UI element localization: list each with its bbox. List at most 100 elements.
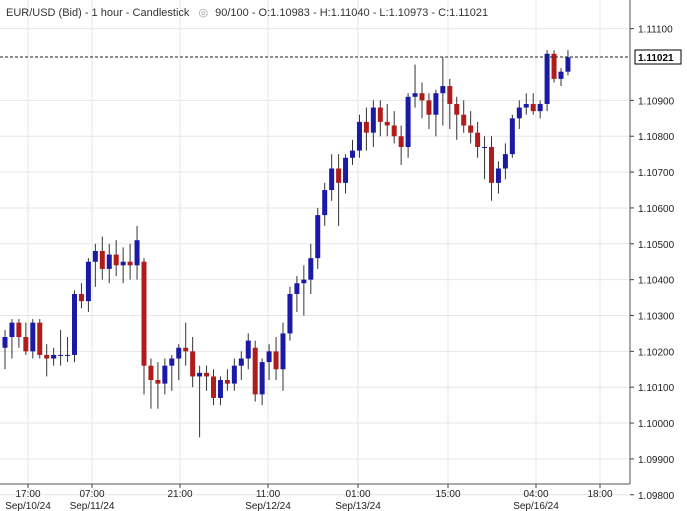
candle-down: [224, 369, 230, 391]
candle-body: [252, 347, 258, 395]
candle-up: [30, 319, 36, 359]
candle-down: [475, 121, 481, 158]
candle-up: [176, 344, 182, 381]
candle-down: [454, 96, 460, 140]
candle-up: [509, 114, 515, 158]
candle-down: [398, 125, 404, 165]
eye-icon[interactable]: ◎: [198, 7, 209, 19]
candle-body: [211, 376, 216, 398]
candle-body: [245, 340, 251, 359]
y-tick-label: 1.10000: [638, 419, 675, 430]
candle-up: [523, 93, 529, 115]
candle-down: [363, 107, 369, 151]
candle-down: [44, 344, 50, 377]
candle-up: [231, 358, 237, 391]
chart-title: EUR/USD (Bid) - 1 hour - Candlestick: [6, 7, 190, 19]
candle-down: [489, 136, 494, 201]
y-tick-label: 1.10600: [638, 204, 675, 215]
candle-body: [363, 121, 369, 133]
grid-layer: [0, 0, 630, 496]
candle-body: [183, 347, 189, 352]
candles-layer: [2, 50, 571, 438]
y-tick-label: 1.10500: [638, 240, 675, 251]
candle-body: [9, 322, 15, 338]
candle-down: [336, 154, 342, 226]
candle-body: [58, 354, 64, 356]
candle-up: [51, 347, 57, 366]
candle-up: [72, 290, 77, 363]
candle-body: [426, 100, 432, 115]
candle-body: [377, 107, 383, 122]
current-price-tag: 1.11021: [634, 49, 682, 65]
candle-down: [190, 337, 196, 388]
candle-body: [558, 71, 564, 79]
x-tick-date-label: Sep/10/24: [5, 501, 51, 511]
candle-body: [217, 380, 223, 398]
candle-down: [551, 50, 557, 83]
candle-up: [169, 354, 175, 391]
candle-up: [280, 322, 286, 391]
candle-down: [426, 93, 432, 130]
candle-down: [23, 322, 29, 355]
candle-down: [377, 100, 383, 137]
candle-down: [204, 365, 210, 391]
candle-up: [106, 243, 112, 284]
candle-body: [106, 254, 112, 269]
candle-body: [78, 293, 84, 302]
candle-body: [308, 258, 314, 280]
candle-body: [461, 114, 467, 126]
candle-down: [468, 111, 474, 144]
candle-up: [412, 64, 418, 108]
candle-body: [516, 107, 522, 119]
candle-body: [343, 157, 349, 183]
candle-body: [502, 154, 508, 169]
candle-up: [65, 337, 71, 363]
candle-body: [509, 118, 515, 155]
candle-down: [211, 369, 216, 406]
candle-down: [127, 243, 133, 280]
candle-body: [134, 240, 140, 266]
candle-down: [419, 82, 425, 119]
candle-body: [259, 362, 265, 395]
y-tick-label: 1.11100: [638, 25, 673, 36]
x-tick-date-label: Sep/11/24: [70, 501, 115, 511]
candle-body: [482, 146, 488, 148]
candle-down: [16, 319, 22, 348]
candle-body: [127, 261, 133, 266]
candle-body: [148, 365, 154, 381]
candle-up: [356, 114, 362, 158]
y-tick-label: 1.10900: [638, 96, 675, 107]
candle-up: [294, 276, 300, 312]
candle-up: [329, 154, 335, 201]
y-tick-label: 1.09800: [638, 491, 675, 502]
candle-body: [2, 337, 8, 348]
candle-up: [350, 139, 355, 165]
candle-down: [183, 322, 189, 366]
candle-down: [391, 111, 397, 144]
candle-body: [405, 96, 411, 147]
candle-body: [336, 168, 342, 183]
candle-up: [433, 89, 439, 137]
candle-up: [2, 329, 8, 370]
candle-up: [440, 57, 446, 126]
candle-up: [245, 333, 251, 370]
candle-body: [454, 103, 460, 115]
candle-body: [190, 351, 196, 377]
candle-body: [16, 322, 22, 338]
candle-up: [516, 100, 522, 130]
candle-down: [113, 240, 119, 277]
candle-body: [412, 93, 418, 97]
x-tick-date-label: Sep/16/24: [513, 501, 559, 511]
candle-up: [287, 286, 293, 341]
candle-up: [120, 247, 126, 284]
candle-up: [85, 258, 91, 312]
candle-up: [370, 100, 376, 147]
x-tick-label: 04:00: [523, 489, 548, 500]
candle-body: [440, 86, 446, 94]
candle-body: [176, 347, 182, 359]
current-price-label: 1.11021: [638, 53, 674, 64]
candle-down: [78, 283, 84, 309]
y-tick-label: 1.09900: [638, 455, 675, 466]
x-tick-label: 07:00: [79, 489, 104, 500]
